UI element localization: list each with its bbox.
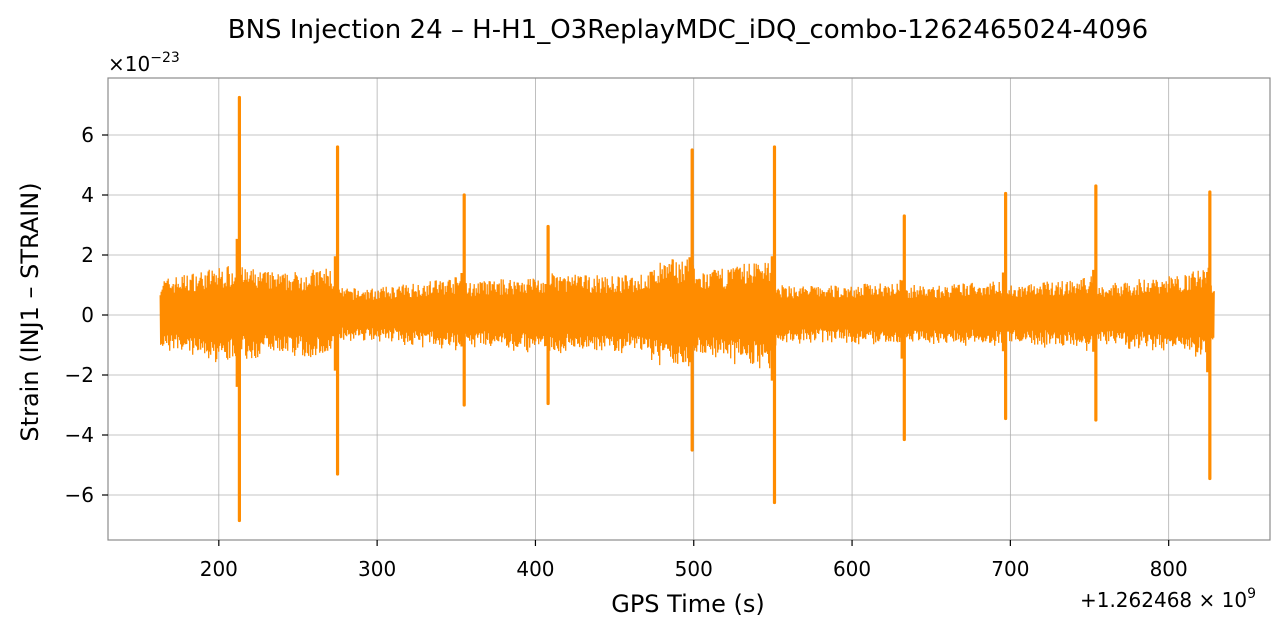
x-tick-label: 200 [200, 557, 238, 581]
y-scale-multiplier: ×10−23 [108, 50, 180, 76]
y-tick-label: 4 [81, 183, 94, 207]
x-offset-note: +1.262468 × 109 [1080, 586, 1256, 612]
chart-title: BNS Injection 24 – H-H1_O3ReplayMDC_iDQ_… [228, 15, 1148, 45]
x-tick-label: 300 [358, 557, 396, 581]
x-tick-label: 700 [991, 557, 1029, 581]
x-tick-label: 500 [675, 557, 713, 581]
y-tick-label: 0 [81, 303, 94, 327]
y-tick-label: 2 [81, 243, 94, 267]
series-line [159, 95, 1215, 523]
strain-trace [159, 259, 1215, 369]
y-tick-label: −4 [65, 423, 94, 447]
y-tick-label: 6 [81, 123, 94, 147]
x-tick-label: 400 [516, 557, 554, 581]
plot-frame [107, 77, 1271, 541]
y-tick-label: −6 [65, 483, 94, 507]
x-axis-label: GPS Time (s) [611, 590, 765, 618]
y-axis-label: Strain (INJ1 – STRAIN) [16, 182, 44, 441]
x-tick-label: 800 [1150, 557, 1188, 581]
x-tick-label: 600 [833, 557, 871, 581]
y-tick-label: −2 [65, 363, 94, 387]
x-axis-ticks: 200 300 400 500 600 700 800 [200, 540, 1188, 581]
y-axis-ticks: −6 −4 −2 0 2 4 6 [65, 123, 108, 507]
